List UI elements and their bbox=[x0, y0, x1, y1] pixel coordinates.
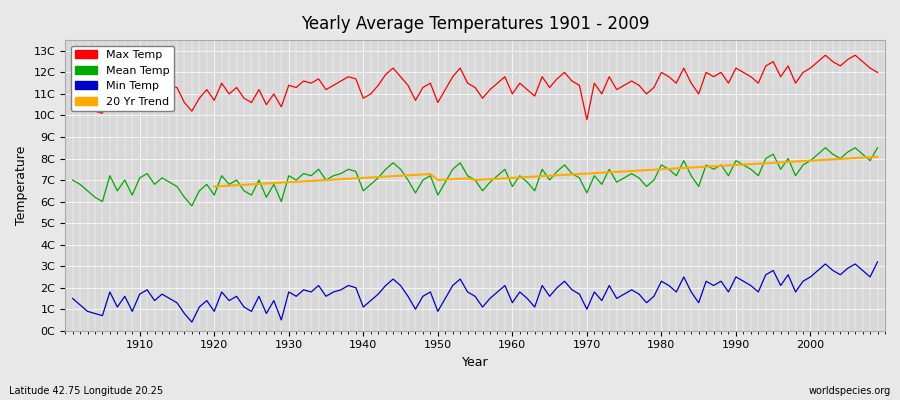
Legend: Max Temp, Mean Temp, Min Temp, 20 Yr Trend: Max Temp, Mean Temp, Min Temp, 20 Yr Tre… bbox=[71, 46, 175, 111]
Y-axis label: Temperature: Temperature bbox=[15, 146, 28, 225]
Title: Yearly Average Temperatures 1901 - 2009: Yearly Average Temperatures 1901 - 2009 bbox=[301, 15, 649, 33]
Text: worldspecies.org: worldspecies.org bbox=[809, 386, 891, 396]
Text: Latitude 42.75 Longitude 20.25: Latitude 42.75 Longitude 20.25 bbox=[9, 386, 163, 396]
X-axis label: Year: Year bbox=[462, 356, 489, 369]
